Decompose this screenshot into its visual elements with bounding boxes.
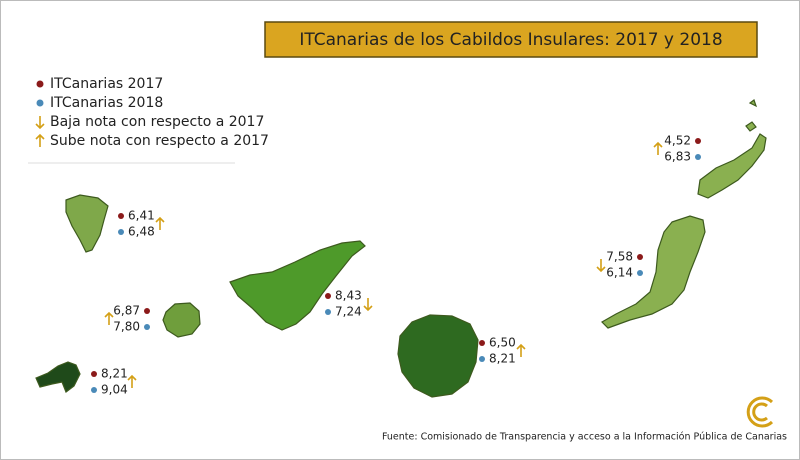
trend-arrow-up	[35, 133, 45, 147]
dot-2018	[118, 229, 124, 235]
score-2018: 6,14	[606, 266, 633, 280]
dot-2018	[91, 387, 97, 393]
island-label: 4,52 6,83	[653, 134, 701, 164]
islands	[35, 99, 767, 398]
island-label: 7,58 6,14	[596, 250, 643, 280]
island-label: 6,87 7,80	[104, 304, 150, 334]
legend-dot	[36, 99, 44, 107]
dot-2017	[144, 308, 150, 314]
trend-arrow-down	[363, 298, 373, 312]
score-2018: 7,24	[335, 305, 362, 319]
gran-canaria	[397, 314, 479, 398]
fuerteventura	[601, 215, 706, 329]
score-2017: 8,21	[101, 367, 128, 381]
dot-2018	[325, 309, 331, 315]
legend-label: Baja nota con respecto a 2017	[50, 114, 264, 130]
dot-2018	[637, 270, 643, 276]
score-2017: 6,87	[113, 304, 140, 318]
trend-arrow-up	[127, 374, 137, 388]
score-2018: 8,21	[489, 352, 516, 366]
title-box	[264, 21, 758, 58]
trend-arrow-down	[35, 116, 45, 130]
islet	[748, 99, 758, 108]
island-label: 8,43 7,24	[325, 289, 373, 319]
trend-arrow-up	[155, 216, 165, 230]
dot-2017	[325, 293, 331, 299]
score-2018: 6,48	[128, 225, 155, 239]
graciosa	[745, 121, 757, 132]
title: ITCanarias de los Cabildos Insulares: 20…	[299, 30, 722, 50]
trend-arrow-down	[596, 259, 606, 273]
island-label: 6,41 6,48	[118, 209, 165, 239]
score-2017: 6,41	[128, 209, 155, 223]
score-2017: 6,50	[489, 336, 516, 350]
el-hierro	[35, 361, 81, 393]
source: Fuente: Comisionado de Transparencia y a…	[382, 432, 787, 443]
score-2018: 7,80	[113, 320, 140, 334]
score-2017: 4,52	[664, 134, 691, 148]
legend: ITCanarias 2017 ITCanarias 2018 Baja nota …	[35, 76, 269, 149]
score-2017: 7,58	[606, 250, 633, 264]
trend-arrow-up	[516, 343, 526, 357]
dot-2018	[479, 356, 485, 362]
trend-arrow-up	[653, 141, 663, 155]
score-2017: 8,43	[335, 289, 362, 303]
lanzarote	[697, 133, 767, 199]
logo	[746, 396, 774, 428]
trend-arrow-up	[104, 311, 114, 325]
dot-2017	[637, 254, 643, 260]
dot-2017	[479, 340, 485, 346]
legend-label: ITCanarias 2018	[50, 95, 163, 111]
tenerife	[229, 240, 366, 331]
island-label: 6,50 8,21	[479, 336, 526, 366]
dot-2017	[118, 213, 124, 219]
la-gomera	[162, 302, 201, 338]
island-label: 8,21 9,04	[91, 367, 137, 397]
score-2018: 9,04	[101, 383, 128, 397]
score-2018: 6,83	[664, 150, 691, 164]
dot-2018	[695, 154, 701, 160]
legend-dot	[36, 80, 44, 88]
dot-2017	[91, 371, 97, 377]
la-palma	[65, 194, 109, 253]
island-labels: 6,41 6,48 6,87 7,80 8,21 9,04 8,43 7,24 6,50 8,21…	[91, 134, 701, 397]
dot-2017	[695, 138, 701, 144]
legend-label: Sube nota con respecto a 2017	[50, 133, 269, 149]
dot-2018	[144, 324, 150, 330]
legend-label: ITCanarias 2017	[50, 76, 163, 92]
